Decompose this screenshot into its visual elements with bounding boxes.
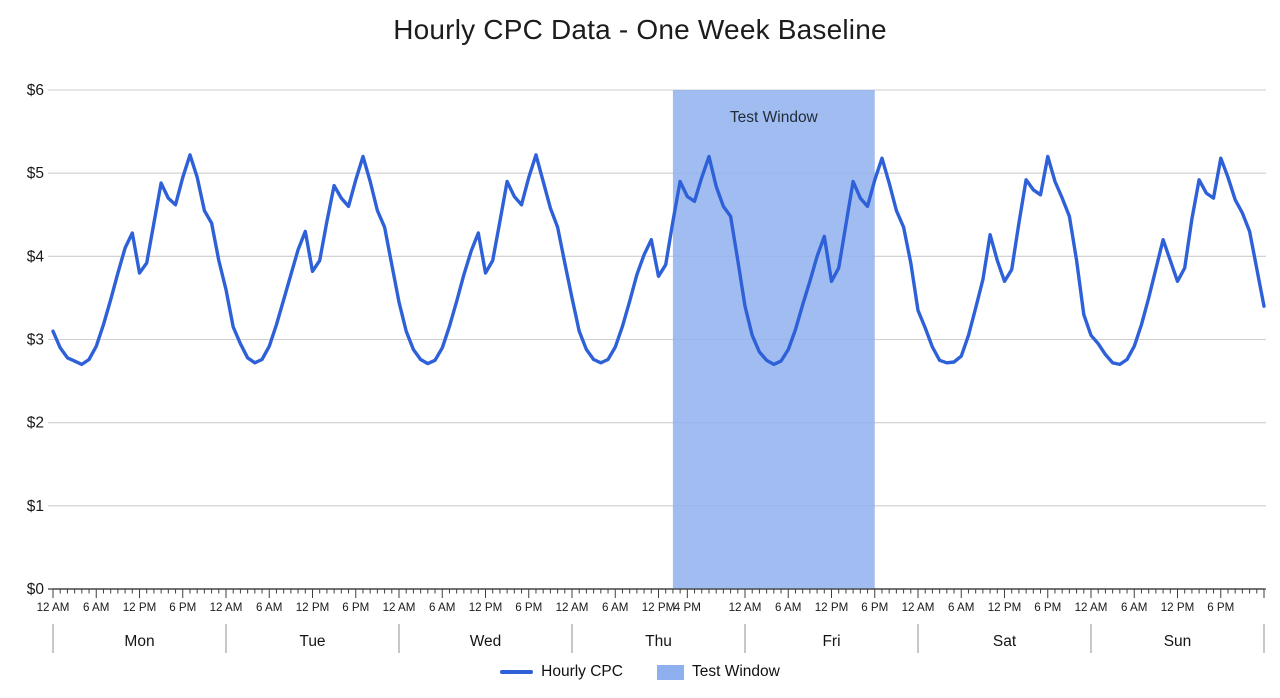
hour-tick-label: 12 AM: [210, 601, 243, 614]
hour-tick-label: 6 AM: [83, 601, 109, 614]
y-axis-tick-label: $3: [27, 332, 44, 349]
y-axis-tick-label: $2: [27, 415, 44, 432]
hour-tick-label: 6 AM: [948, 601, 974, 614]
hour-tick-label: 6 AM: [429, 601, 455, 614]
hour-tick-label: 12 PM: [815, 601, 849, 614]
y-axis-tick-label: $6: [27, 82, 44, 99]
hour-tick-label: 12 AM: [1075, 601, 1108, 614]
hour-tick-label: 4 PM: [674, 601, 701, 614]
hour-tick-label: 12 PM: [988, 601, 1022, 614]
legend-label-test-window: Test Window: [691, 663, 780, 680]
y-axis-tick-label: $5: [27, 165, 44, 182]
day-label: Sat: [993, 633, 1017, 650]
legend-label-hourly-cpc: Hourly CPC: [541, 663, 623, 680]
hour-tick-label: 6 PM: [342, 601, 369, 614]
legend-item-hourly-cpc: Hourly CPC: [500, 663, 623, 681]
hour-tick-label: 6 PM: [1034, 601, 1061, 614]
hour-tick-label: 12 AM: [902, 601, 935, 614]
hour-tick-label: 6 AM: [256, 601, 282, 614]
hour-tick-label: 6 AM: [602, 601, 628, 614]
day-label: Sun: [1164, 633, 1192, 650]
hour-tick-label: 12 AM: [556, 601, 589, 614]
day-label: Mon: [124, 633, 154, 650]
legend-item-test-window: Test Window: [656, 663, 780, 681]
hour-tick-label: 6 PM: [1207, 601, 1234, 614]
hour-tick-label: 6 PM: [515, 601, 542, 614]
hour-tick-label: 6 PM: [861, 601, 888, 614]
line-swatch-icon: [500, 670, 534, 674]
day-label: Wed: [470, 633, 502, 650]
hourly-cpc-series-line: [51, 153, 1266, 367]
hour-tick-label: 12 AM: [383, 601, 416, 614]
legend: Hourly CPC Test Window: [0, 663, 1280, 681]
hour-tick-label: 12 PM: [1161, 601, 1195, 614]
hour-tick-label: 6 AM: [1121, 601, 1147, 614]
y-axis-tick-label: $4: [27, 248, 45, 265]
hour-tick-label: 6 AM: [775, 601, 801, 614]
box-swatch-icon: [656, 664, 684, 680]
day-label: Tue: [299, 633, 325, 650]
chart-title: Hourly CPC Data - One Week Baseline: [393, 14, 887, 45]
hour-tick-label: 12 PM: [296, 601, 330, 614]
hour-tick-label: 12 PM: [123, 601, 157, 614]
y-axis-tick-label: $1: [27, 498, 44, 515]
day-label: Thu: [645, 633, 672, 650]
hour-tick-label: 12 AM: [37, 601, 70, 614]
y-axis-tick-label: $0: [27, 581, 45, 598]
test-window-label: Test Window: [730, 109, 819, 126]
hour-tick-label: 12 AM: [729, 601, 762, 614]
hour-tick-label: 12 PM: [642, 601, 676, 614]
hour-tick-label: 12 PM: [469, 601, 503, 614]
hour-tick-label: 6 PM: [169, 601, 196, 614]
test-window-region: [672, 90, 875, 589]
day-label: Fri: [822, 633, 840, 650]
